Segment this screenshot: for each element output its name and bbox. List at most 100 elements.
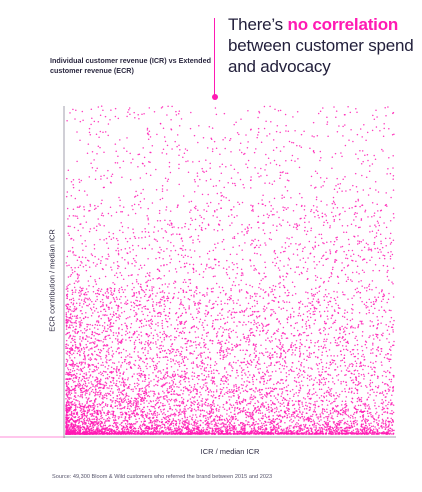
- scatter-point: [124, 333, 127, 336]
- scatter-point: [283, 196, 285, 198]
- scatter-point: [192, 267, 194, 270]
- scatter-point: [356, 287, 358, 290]
- scatter-point: [137, 114, 139, 116]
- scatter-point: [96, 344, 99, 346]
- scatter-point: [184, 254, 187, 257]
- scatter-point: [242, 258, 244, 261]
- scatter-point: [321, 408, 324, 411]
- scatter-point: [383, 122, 385, 125]
- scatter-point: [357, 383, 360, 386]
- scatter-point: [330, 393, 332, 395]
- scatter-point: [193, 386, 196, 388]
- scatter-point: [216, 303, 219, 306]
- scatter-point: [287, 257, 290, 259]
- scatter-point: [110, 387, 113, 390]
- scatter-point: [132, 248, 134, 251]
- scatter-point: [368, 383, 371, 386]
- scatter-point: [181, 303, 183, 306]
- scatter-point: [206, 292, 208, 294]
- scatter-point: [360, 409, 362, 411]
- scatter-point: [364, 405, 366, 407]
- scatter-point: [229, 138, 232, 140]
- scatter-point: [331, 156, 334, 158]
- scatter-point: [97, 258, 100, 260]
- scatter-point: [279, 402, 282, 405]
- scatter-point: [222, 406, 224, 408]
- scatter-point: [233, 422, 236, 424]
- scatter-point: [192, 414, 194, 416]
- scatter-point: [214, 318, 217, 321]
- scatter-point: [170, 334, 172, 337]
- scatter-point: [145, 393, 147, 396]
- scatter-point: [257, 425, 260, 428]
- scatter-point: [299, 342, 302, 344]
- scatter-point: [241, 249, 243, 251]
- scatter-point: [178, 167, 180, 170]
- scatter-point: [282, 219, 284, 221]
- scatter-point: [206, 263, 208, 266]
- scatter-point: [315, 363, 318, 365]
- scatter-point: [298, 360, 300, 363]
- scatter-point: [336, 366, 339, 368]
- scatter-point: [236, 401, 238, 404]
- scatter-point: [306, 355, 309, 357]
- scatter-point: [334, 339, 337, 342]
- scatter-point: [391, 394, 393, 396]
- scatter-point: [176, 361, 179, 364]
- scatter-point: [377, 222, 380, 224]
- scatter-point: [286, 393, 289, 396]
- scatter-point: [266, 409, 268, 412]
- scatter-point: [213, 372, 215, 375]
- scatter-point: [373, 243, 375, 245]
- scatter-point: [297, 419, 300, 422]
- scatter-point: [312, 410, 315, 413]
- scatter-point: [160, 248, 162, 251]
- scatter-point: [133, 351, 136, 353]
- scatter-point: [70, 301, 73, 304]
- scatter-point: [292, 315, 295, 318]
- scatter-point: [351, 397, 354, 399]
- scatter-point: [82, 367, 84, 370]
- scatter-point: [366, 405, 368, 407]
- scatter-point: [234, 182, 236, 185]
- scatter-point: [136, 281, 138, 283]
- scatter-point: [286, 399, 288, 402]
- scatter-point: [140, 322, 143, 325]
- scatter-point: [330, 403, 332, 405]
- scatter-point: [230, 417, 232, 419]
- scatter-point: [278, 356, 281, 359]
- scatter-point: [214, 361, 217, 363]
- scatter-point: [237, 299, 239, 301]
- scatter-point: [393, 216, 395, 219]
- scatter-point: [91, 405, 94, 407]
- scatter-point: [143, 295, 146, 298]
- scatter-point: [258, 407, 260, 410]
- scatter-point: [371, 388, 373, 391]
- scatter-point: [310, 420, 312, 423]
- scatter-point: [66, 120, 68, 122]
- scatter-point: [210, 307, 213, 310]
- scatter-point: [146, 127, 149, 130]
- scatter-point: [235, 311, 238, 314]
- scatter-point: [357, 240, 359, 242]
- scatter-point: [85, 245, 87, 248]
- scatter-point: [161, 426, 164, 429]
- scatter-point: [136, 330, 138, 333]
- scatter-point: [214, 246, 217, 249]
- scatter-point: [103, 328, 106, 330]
- scatter-point: [187, 171, 190, 173]
- scatter-point: [181, 417, 184, 420]
- scatter-point: [269, 352, 271, 354]
- scatter-point: [205, 315, 207, 317]
- scatter-point: [273, 411, 276, 414]
- scatter-point: [118, 416, 121, 418]
- scatter-point: [166, 367, 168, 369]
- scatter-point: [344, 409, 347, 411]
- scatter-point: [316, 416, 318, 418]
- scatter-point: [143, 423, 145, 426]
- scatter-point: [190, 235, 193, 238]
- scatter-point: [222, 289, 225, 292]
- scatter-point: [329, 388, 331, 391]
- scatter-point: [349, 319, 352, 322]
- scatter-point: [116, 395, 119, 398]
